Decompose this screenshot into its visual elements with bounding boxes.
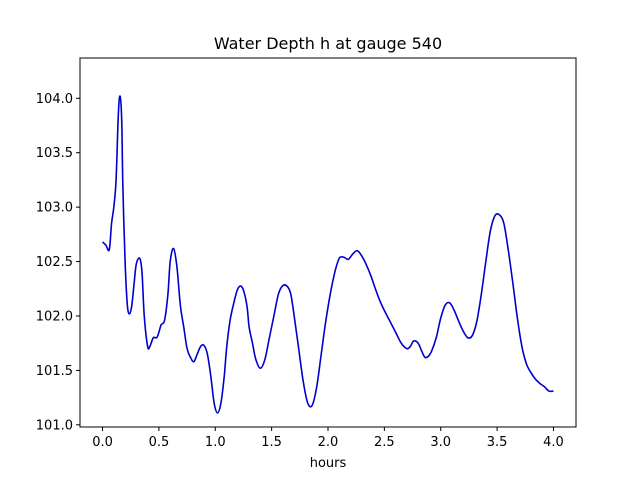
plot-area bbox=[101, 95, 554, 414]
x-tick-label: 3.5 bbox=[487, 435, 508, 450]
y-axis: 101.0 101.5 102.0 102.5 103.0 103.5 104.0 bbox=[36, 92, 80, 433]
y-tick-label: 101.5 bbox=[36, 364, 73, 379]
y-tick-label: 101.0 bbox=[36, 418, 73, 433]
y-tick-label: 104.0 bbox=[36, 92, 73, 107]
y-tick-label: 102.0 bbox=[36, 309, 73, 324]
y-tick-label: 102.5 bbox=[36, 255, 73, 270]
x-axis: 0.0 0.5 1.0 1.5 2.0 2.5 3.0 3.5 4.0 bbox=[92, 427, 564, 450]
y-tick-label: 103.0 bbox=[36, 201, 73, 216]
axes-frame bbox=[79, 57, 577, 428]
y-tick-label: 103.5 bbox=[36, 146, 73, 161]
x-tick-label: 3.0 bbox=[430, 435, 451, 450]
chart-title: Water Depth h at gauge 540 bbox=[214, 34, 442, 53]
x-tick-label: 0.5 bbox=[149, 435, 170, 450]
x-tick-label: 1.0 bbox=[205, 435, 226, 450]
x-tick-label: 4.0 bbox=[543, 435, 564, 450]
x-tick-label: 2.0 bbox=[318, 435, 339, 450]
x-axis-label: hours bbox=[310, 456, 347, 471]
x-tick-label: 0.0 bbox=[92, 435, 113, 450]
x-tick-label: 2.5 bbox=[374, 435, 395, 450]
x-tick-label: 1.5 bbox=[261, 435, 282, 450]
series-line bbox=[101, 95, 554, 414]
